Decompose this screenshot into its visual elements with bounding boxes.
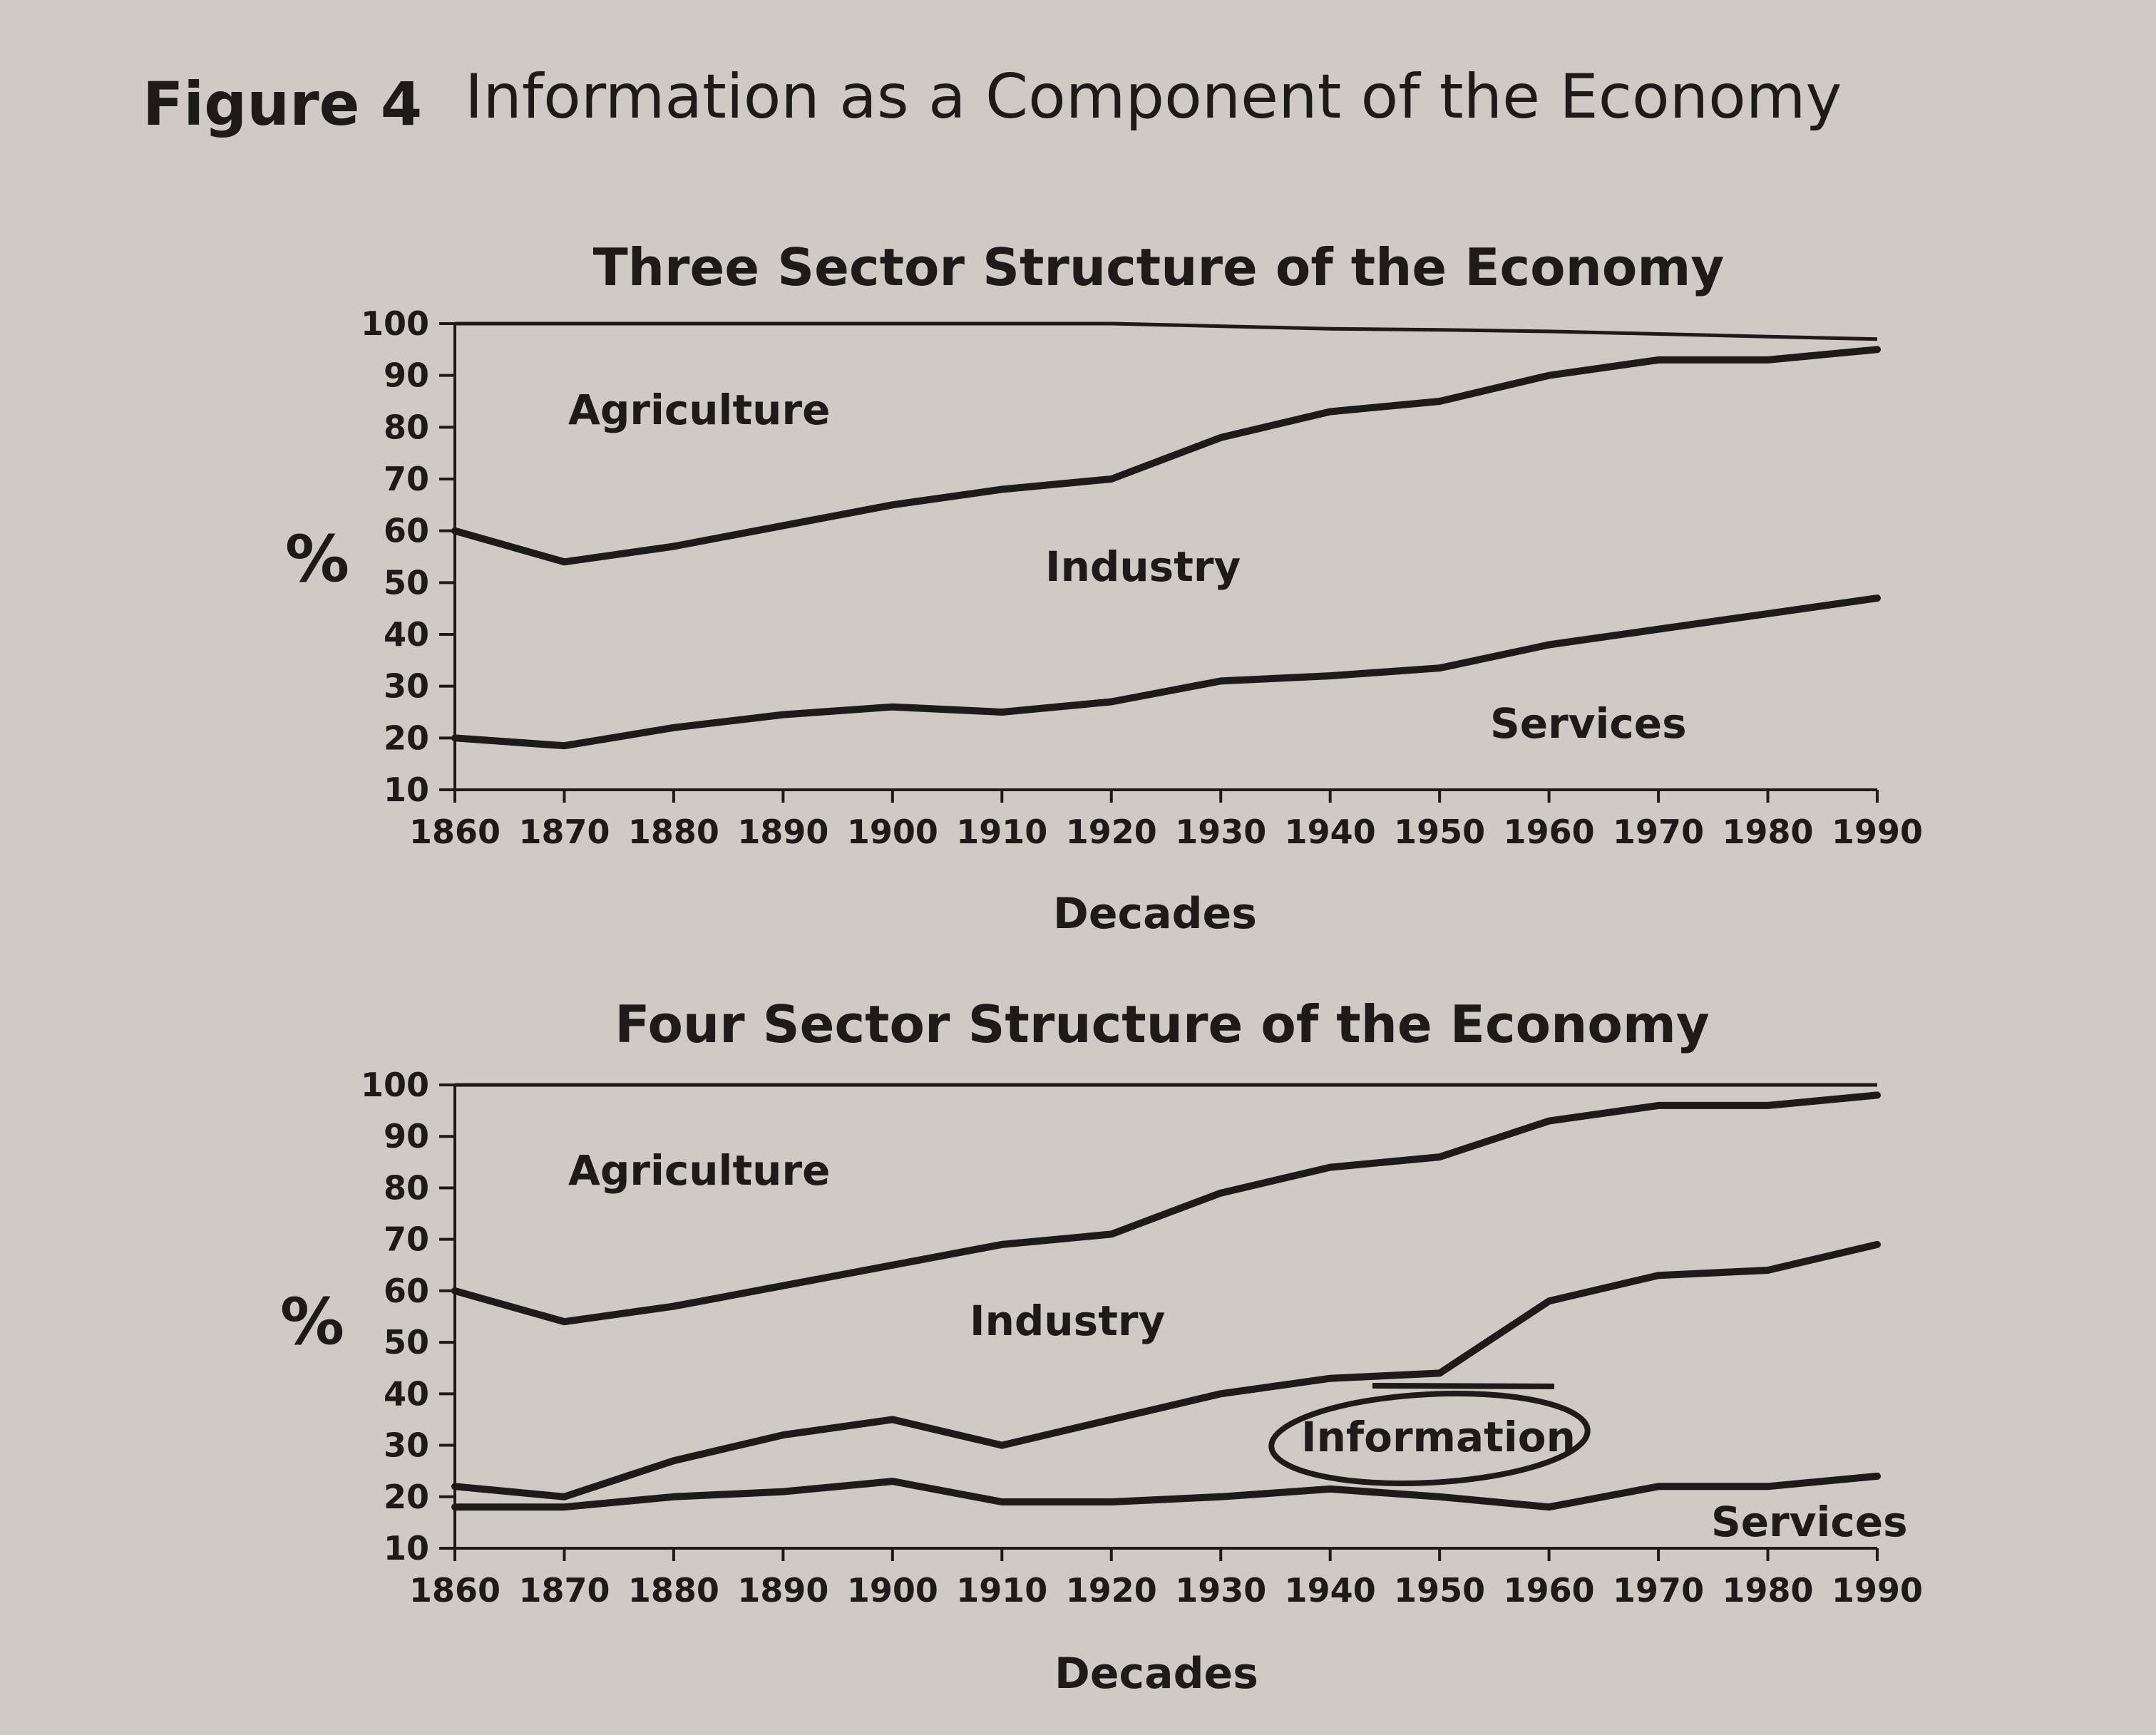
y-tick-label: 100: [361, 1066, 429, 1104]
y-tick-label: 100: [361, 304, 429, 343]
y-tick-label: 40: [384, 615, 429, 654]
information-circle-annotation: [1268, 1391, 1591, 1486]
y-tick-label: 10: [384, 771, 429, 809]
x-tick-label: 1900: [847, 1571, 938, 1610]
y-tick-label: 20: [384, 1478, 429, 1516]
region-label-information: Information: [1301, 1413, 1576, 1461]
y-tick-label: 80: [384, 408, 429, 446]
y-tick-label: 50: [384, 563, 429, 602]
chart-title: Four Sector Structure of the Economy: [615, 994, 1710, 1054]
x-tick-label: 1970: [1613, 813, 1704, 851]
figure-label: Figure 4: [143, 69, 422, 139]
x-tick-label: 1860: [409, 813, 500, 851]
region-label-services: Services: [1490, 699, 1687, 748]
x-tick-label: 1940: [1285, 1571, 1376, 1610]
x-tick-label: 1960: [1504, 813, 1595, 851]
x-tick-label: 1910: [956, 1571, 1047, 1610]
y-tick-label: 80: [384, 1168, 429, 1207]
series-line-industry-agriculture: [451, 346, 1881, 566]
region-label-agriculture: Agriculture: [568, 386, 830, 434]
x-tick-label: 1950: [1394, 813, 1485, 851]
x-tick-label: 1870: [518, 813, 610, 851]
y-axis-label: %: [280, 1284, 344, 1359]
chart-title: Three Sector Structure of the Economy: [593, 237, 1725, 297]
x-tick-label: 1990: [1832, 813, 1923, 851]
series-line-industry-agriculture: [451, 1091, 1881, 1326]
x-tick-label: 1910: [956, 813, 1047, 851]
four-sector-chart: Four Sector Structure of the Economy % D…: [280, 994, 1923, 1699]
x-axis-label: Decades: [1054, 1649, 1258, 1699]
x-axis-label: Decades: [1053, 889, 1257, 939]
y-tick-label: 10: [384, 1529, 429, 1567]
y-tick-label: 60: [384, 1272, 429, 1310]
x-tick-label: 1860: [409, 1571, 500, 1610]
three-sector-chart: Three Sector Structure of the Economy % …: [285, 237, 1923, 939]
x-tick-label: 1930: [1175, 813, 1266, 851]
region-label-industry: Industry: [970, 1297, 1165, 1345]
y-tick-label: 70: [384, 1220, 429, 1259]
x-tick-label: 1930: [1175, 1571, 1266, 1610]
region-label-industry: Industry: [1045, 542, 1241, 591]
y-tick-label: 90: [384, 356, 429, 395]
figure-title: Information as a Component of the Econom…: [465, 61, 1842, 133]
series-line-services-industry: [451, 594, 1881, 750]
x-tick-label: 1920: [1066, 813, 1157, 851]
series-line-top: [455, 321, 1878, 341]
x-tick-label: 1870: [518, 1571, 610, 1610]
x-tick-label: 1950: [1394, 1571, 1485, 1610]
x-tick-label: 1990: [1832, 1571, 1923, 1610]
x-tick-label: 1880: [628, 813, 719, 851]
y-tick-label: 30: [384, 1426, 429, 1465]
y-axis-label: %: [285, 522, 349, 597]
region-label-services: Services: [1711, 1498, 1908, 1546]
x-tick-label: 1960: [1504, 1571, 1595, 1610]
y-tick-label: 20: [384, 719, 429, 757]
x-tick-label: 1970: [1613, 1571, 1704, 1610]
series-line-services-information: [451, 1472, 1881, 1511]
y-tick-label: 50: [384, 1323, 429, 1361]
y-tick-label: 30: [384, 667, 429, 706]
y-tick-label: 90: [384, 1117, 429, 1155]
x-tick-label: 1920: [1066, 1571, 1157, 1610]
x-tick-label: 1980: [1723, 813, 1814, 851]
x-tick-label: 1890: [737, 813, 828, 851]
y-tick-label: 40: [384, 1374, 429, 1413]
y-tick-label: 70: [384, 460, 429, 498]
x-tick-label: 1980: [1723, 1571, 1814, 1610]
y-tick-label: 60: [384, 512, 429, 550]
x-tick-label: 1880: [628, 1571, 719, 1610]
series-line-information-industry: [451, 1240, 1881, 1500]
region-label-agriculture: Agriculture: [568, 1146, 830, 1195]
x-tick-label: 1900: [847, 813, 938, 851]
x-tick-label: 1890: [737, 1571, 828, 1610]
x-tick-label: 1940: [1285, 813, 1376, 851]
